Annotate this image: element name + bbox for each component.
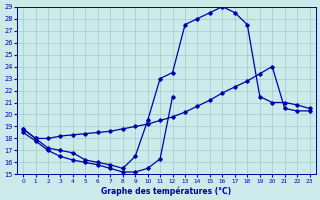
X-axis label: Graphe des températures (°C): Graphe des températures (°C) [101,186,231,196]
